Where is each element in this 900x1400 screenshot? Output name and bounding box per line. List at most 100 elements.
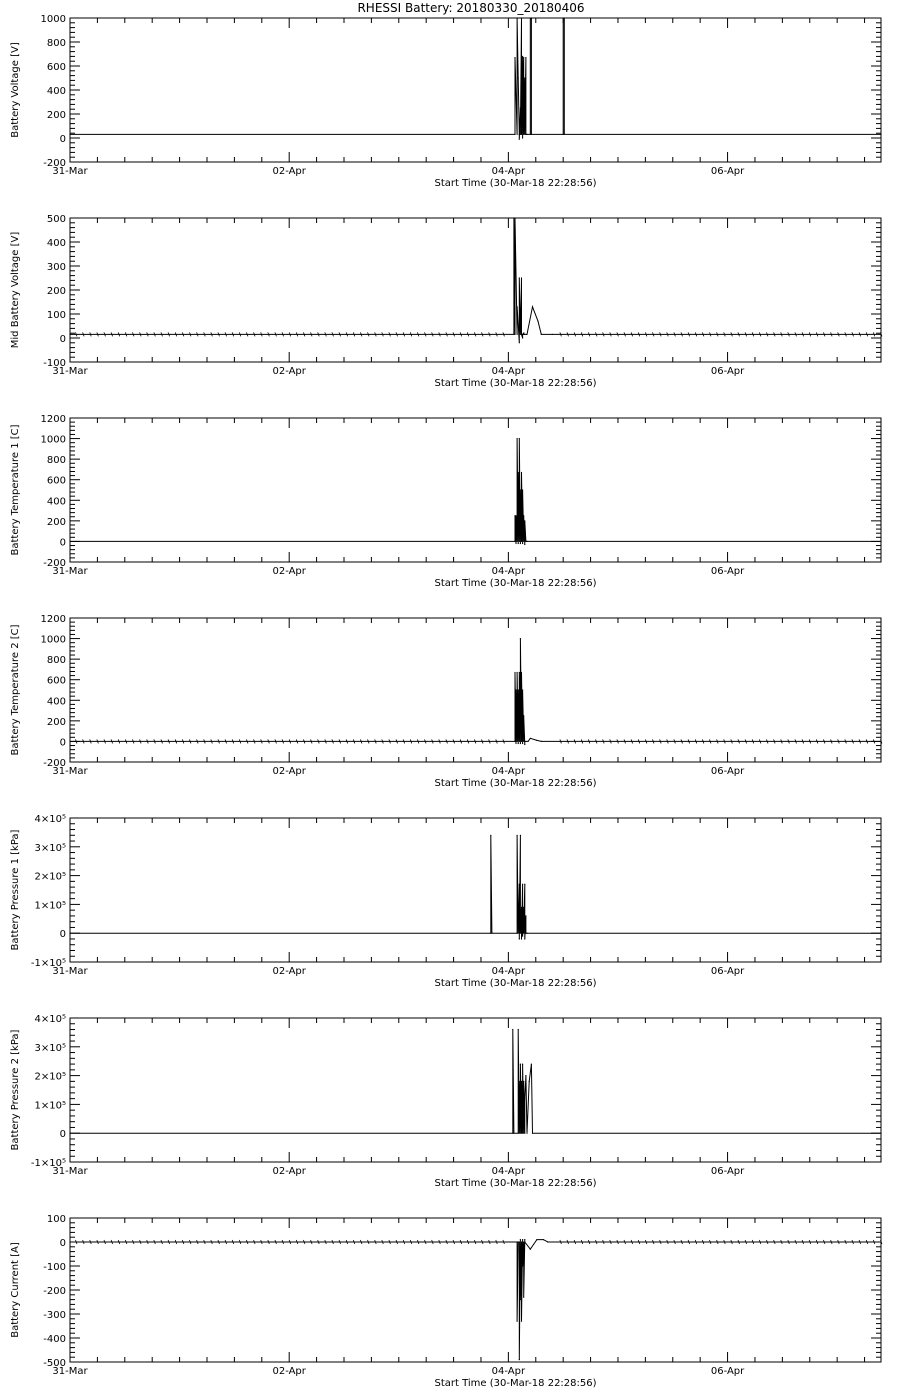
y-tick-label: 3×10⁵	[35, 1043, 66, 1054]
baseline-jitter	[609, 332, 612, 337]
baseline-jitter	[331, 1239, 334, 1245]
data-point	[517, 742, 519, 745]
baseline-jitter	[758, 332, 762, 337]
data-point	[516, 1320, 518, 1322]
baseline-jitter	[424, 332, 427, 337]
data-point	[512, 1028, 514, 1031]
baseline-jitter	[459, 1239, 463, 1245]
x-axis-label: Start Time (30-Mar-18 22:28:56)	[434, 778, 596, 789]
baseline-jitter	[338, 332, 341, 337]
baseline-jitter	[124, 1239, 128, 1245]
baseline-jitter	[260, 739, 263, 744]
baseline-jitter	[96, 739, 99, 744]
baseline-jitter	[566, 332, 569, 337]
data-point	[515, 515, 517, 517]
baseline-jitter	[110, 332, 113, 337]
data-point	[520, 277, 523, 279]
data-point	[520, 540, 523, 543]
y-tick-label: 800	[47, 655, 66, 666]
baseline-jitter	[630, 739, 633, 744]
x-tick-label: 02-Apr	[272, 1166, 306, 1177]
data-point	[516, 671, 518, 674]
baseline-jitter	[395, 739, 398, 744]
baseline-jitter	[146, 739, 149, 744]
data-point	[525, 540, 527, 543]
baseline-jitter	[210, 739, 213, 744]
data-point	[513, 333, 515, 335]
baseline-jitter	[238, 1239, 242, 1245]
baseline-jitter	[189, 332, 192, 337]
data-point	[518, 883, 520, 885]
baseline-jitter	[616, 332, 619, 337]
data-point	[518, 740, 520, 743]
data-point	[563, 17, 565, 19]
data-point	[520, 1241, 523, 1243]
baseline-jitter	[82, 332, 85, 337]
baseline-jitter	[609, 739, 612, 744]
data-point	[520, 1132, 523, 1134]
data-point	[490, 834, 492, 836]
data-point	[523, 332, 525, 334]
x-tick-label: 04-Apr	[492, 1166, 526, 1177]
data-point	[517, 689, 519, 691]
baseline-jitter	[716, 1239, 719, 1245]
data-point	[69, 932, 71, 934]
baseline-jitter	[837, 739, 840, 744]
baseline-jitter	[253, 739, 256, 744]
baseline-jitter	[474, 332, 477, 337]
x-tick-label: 31-Mar	[52, 1166, 88, 1177]
x-axis-label: Start Time (30-Mar-18 22:28:56)	[434, 978, 596, 989]
y-tick-label: 0	[60, 1129, 66, 1140]
data-point	[519, 1063, 522, 1065]
baseline-jitter	[153, 1239, 156, 1245]
baseline-jitter	[395, 332, 398, 337]
baseline-jitter	[701, 332, 705, 337]
baseline-jitter	[566, 1239, 569, 1245]
baseline-jitter	[623, 739, 626, 744]
data-point	[517, 471, 519, 474]
baseline-jitter	[331, 332, 334, 337]
baseline-jitter	[502, 739, 505, 744]
series-line-1	[70, 1029, 881, 1134]
baseline-jitter	[559, 1239, 562, 1245]
baseline-jitter	[260, 1239, 263, 1245]
data-point	[516, 740, 518, 743]
x-tick-label: 02-Apr	[272, 966, 306, 977]
data-point	[520, 740, 523, 743]
baseline-jitter	[652, 1239, 655, 1245]
data-point	[529, 17, 531, 19]
x-tick-label: 31-Mar	[52, 1366, 88, 1377]
baseline-jitter	[595, 1239, 598, 1245]
baseline-jitter	[716, 332, 719, 337]
data-point	[516, 1241, 518, 1243]
data-point	[491, 932, 493, 934]
baseline-jitter	[801, 1239, 804, 1245]
baseline-jitter	[766, 332, 769, 337]
baseline-jitter	[224, 739, 227, 744]
baseline-jitter	[303, 1239, 306, 1245]
baseline-jitter	[217, 1239, 220, 1245]
data-point	[519, 1299, 522, 1301]
y-tick-label: -1×10⁵	[31, 958, 66, 969]
data-point	[517, 77, 519, 79]
data-point	[522, 883, 524, 885]
baseline-jitter	[687, 332, 690, 337]
baseline-jitter	[666, 739, 669, 744]
baseline-jitter	[189, 739, 192, 744]
baseline-jitter	[880, 332, 883, 337]
data-point	[69, 540, 71, 543]
data-point	[514, 671, 516, 674]
baseline-jitter	[445, 739, 448, 744]
x-axis-label: Start Time (30-Mar-18 22:28:56)	[434, 378, 596, 389]
series-line-1	[70, 638, 881, 745]
baseline-jitter	[75, 332, 78, 337]
baseline-jitter	[709, 332, 712, 337]
data-point	[518, 540, 520, 543]
data-point	[518, 938, 520, 940]
baseline-jitter	[331, 739, 334, 744]
y-tick-label: 600	[47, 476, 66, 487]
data-point	[523, 1241, 525, 1243]
y-tick-label: 1×10⁵	[35, 1100, 66, 1111]
baseline-jitter	[75, 1239, 78, 1245]
y-tick-label: 1000	[41, 635, 66, 646]
